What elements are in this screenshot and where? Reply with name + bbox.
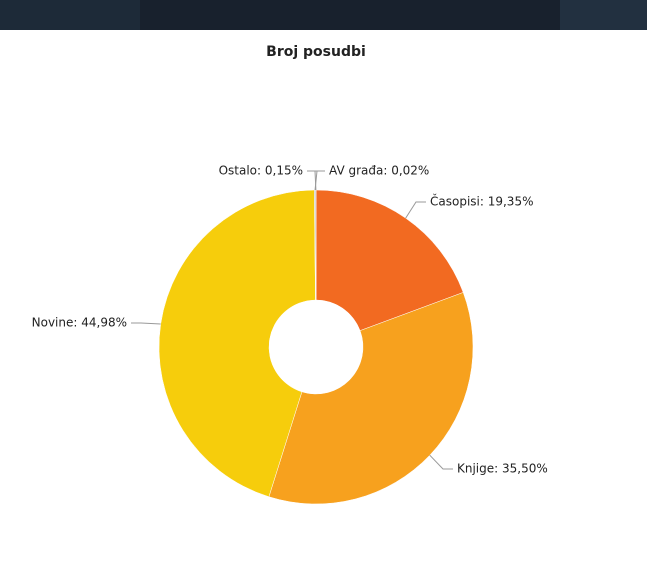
donut-slice: [315, 189, 464, 331]
donut-slice: [268, 292, 474, 505]
leader-line: [131, 322, 161, 325]
data-label: Novine: 44,98%: [32, 316, 127, 330]
donut-slice: [158, 189, 316, 498]
leader-line: [314, 170, 325, 191]
data-label: AV građa: 0,02%: [329, 164, 429, 178]
banner-shade: [0, 0, 140, 30]
data-label: Ostalo: 0,15%: [219, 164, 303, 178]
data-label: Časopisi: 19,35%: [430, 194, 533, 209]
leader-line: [405, 201, 426, 219]
leader-line: [429, 454, 453, 470]
data-label: Knjige: 35,50%: [457, 462, 548, 476]
chart-title: Broj posudbi: [266, 44, 366, 60]
banner-shade: [560, 0, 647, 30]
